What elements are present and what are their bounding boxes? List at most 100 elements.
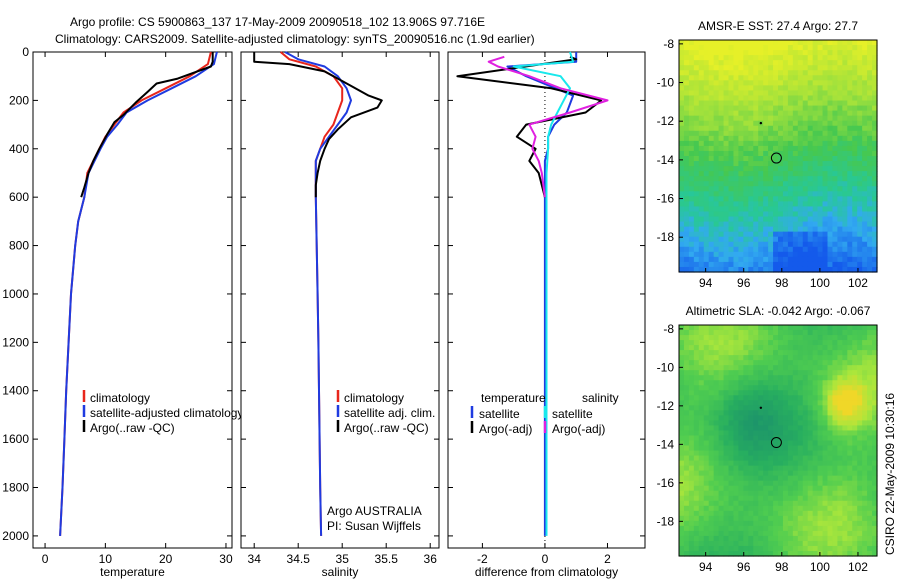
- map-cell: [768, 90, 774, 97]
- map-cell: [679, 130, 685, 137]
- map-cell: [683, 60, 690, 66]
- map-cell: [842, 120, 848, 127]
- map-cell: [753, 340, 759, 346]
- map-cell: [782, 410, 789, 416]
- map-cell: [773, 75, 779, 81]
- map-cell: [832, 65, 838, 71]
- map-cell: [693, 115, 700, 122]
- x-tick-label: 96: [737, 276, 751, 290]
- map-cell: [842, 95, 848, 102]
- map-cell: [782, 335, 789, 341]
- map-cell: [842, 390, 848, 396]
- map-cell: [738, 485, 744, 492]
- map-cell: [862, 65, 868, 71]
- map-cell: [768, 480, 774, 487]
- map-cell: [688, 95, 695, 102]
- map-cell: [763, 196, 769, 202]
- map-cell: [718, 75, 725, 81]
- map-cell: [738, 256, 744, 263]
- map-cell: [817, 201, 824, 208]
- map-cell: [802, 480, 809, 487]
- map-cell: [758, 70, 764, 76]
- map-cell: [812, 455, 819, 462]
- map-cell: [733, 105, 739, 112]
- map-cell: [842, 186, 848, 192]
- map-cell: [773, 135, 779, 142]
- map-cell: [768, 365, 774, 371]
- map-cell: [867, 75, 873, 81]
- map-cell: [773, 231, 779, 238]
- map-cell: [778, 535, 784, 542]
- map-cell: [703, 181, 710, 187]
- map-cell: [679, 95, 685, 102]
- map-cell: [792, 95, 799, 102]
- map-cell: [758, 475, 764, 482]
- map-cell: [688, 495, 695, 502]
- map-cell: [679, 125, 685, 132]
- map-cell: [792, 465, 799, 472]
- x-tick-label: 35: [336, 552, 350, 566]
- map-cell: [812, 100, 819, 107]
- map-cell: [792, 485, 799, 492]
- map-cell: [857, 95, 863, 102]
- map-cell: [713, 266, 720, 273]
- map-cell: [782, 530, 789, 537]
- map-cell: [812, 40, 819, 46]
- map-cell: [787, 161, 794, 167]
- map-cell: [748, 75, 754, 81]
- map-cell: [733, 490, 739, 497]
- map-cell: [827, 550, 834, 557]
- map-cell: [847, 410, 853, 416]
- map-cell: [708, 231, 715, 238]
- map-cell: [842, 130, 848, 137]
- map-cell: [817, 475, 824, 482]
- map-cell: [718, 246, 725, 253]
- map-cell: [847, 65, 853, 71]
- map-cell: [703, 171, 710, 177]
- map-cell: [773, 105, 779, 112]
- map-cell: [778, 161, 784, 167]
- map-cell: [862, 75, 868, 81]
- map-cell: [867, 485, 873, 492]
- map-cell: [728, 125, 735, 132]
- map-cell: [807, 550, 814, 557]
- map-cell: [782, 125, 789, 132]
- map-cell: [763, 510, 769, 517]
- map-cell: [812, 340, 819, 346]
- map-cell: [698, 135, 705, 142]
- map-cell: [718, 130, 725, 137]
- map-cell: [773, 191, 779, 197]
- map-cell: [782, 221, 789, 228]
- map-cell: [867, 330, 873, 336]
- map-cell: [738, 460, 744, 467]
- map-cell: [728, 520, 735, 527]
- map-cell: [832, 495, 838, 502]
- map-cell: [708, 40, 715, 46]
- map-cell: [773, 150, 779, 157]
- map-cell: [787, 375, 794, 381]
- map-cell: [703, 130, 710, 137]
- map-cell: [723, 231, 730, 238]
- map-cell: [738, 211, 744, 218]
- map-cell: [738, 535, 744, 542]
- map-cell: [738, 455, 744, 462]
- map-cell: [787, 415, 794, 422]
- map-cell: [683, 430, 690, 437]
- map-cell: [723, 420, 730, 427]
- map-cell: [862, 196, 868, 202]
- map-cell: [693, 375, 700, 381]
- map-cell: [773, 156, 779, 162]
- map-cell: [802, 485, 809, 492]
- annotation-text: PI: Susan Wijffels: [327, 519, 421, 533]
- map-cell: [842, 105, 848, 112]
- map-cell: [723, 105, 730, 112]
- map-cell: [852, 440, 858, 447]
- map-cell: [782, 465, 789, 472]
- map-cell: [812, 500, 819, 507]
- map-cell: [852, 251, 858, 258]
- map-cell: [852, 540, 858, 547]
- map-cell: [723, 110, 730, 117]
- map-cell: [713, 405, 720, 411]
- map-cell: [847, 445, 853, 452]
- map-cell: [683, 350, 690, 356]
